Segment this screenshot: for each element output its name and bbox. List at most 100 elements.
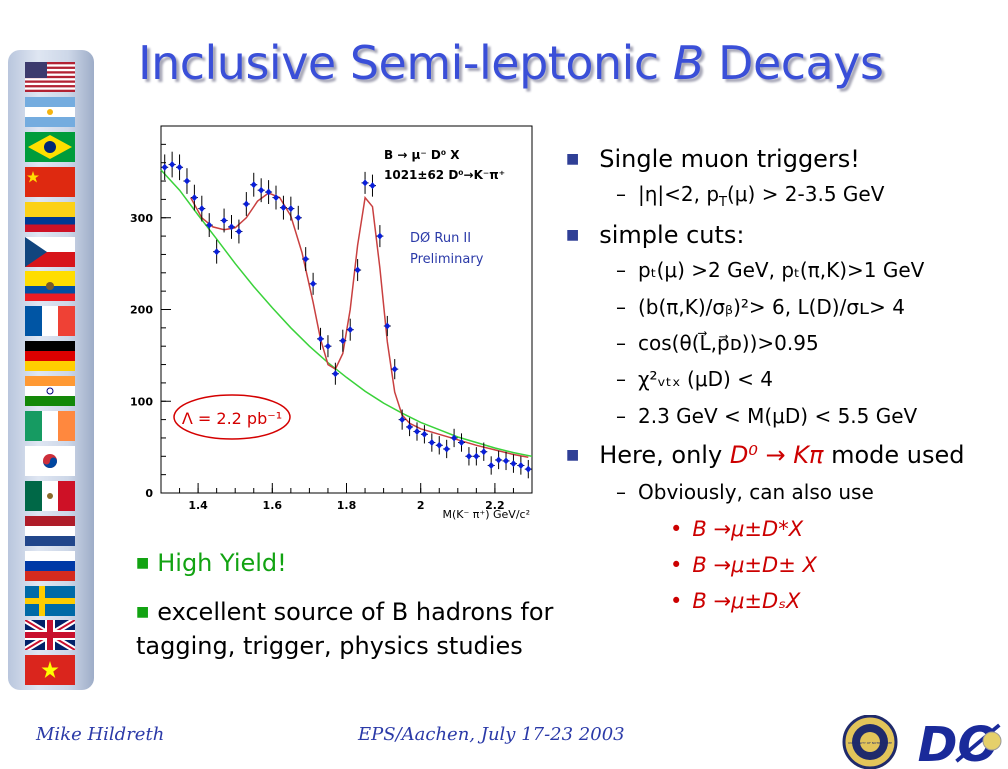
data-point [346,318,354,341]
data-point [331,362,339,385]
data-point [428,433,436,452]
ireland-flag [25,411,75,441]
plot-annotation-yield: 1021±62 D⁰→K⁻π⁺ [384,168,505,182]
plot-annotation-run-1: DØ Run II [410,231,471,246]
x-tick-label: 2.2 [485,499,505,512]
title-main: Inclusive Semi-leptonic [138,36,673,90]
data-point [302,247,310,271]
data-point [161,154,169,181]
data-point [443,439,451,459]
data-point [324,335,332,358]
mode-ds: • B →μ±DₛX [670,589,800,613]
data-point [279,195,287,220]
data-point [339,329,347,352]
bullet-simple-cuts: ■ simple cuts: [566,221,745,249]
bullet-dot-icon: • [670,517,683,541]
data-point [368,174,376,197]
data-point [398,409,406,430]
vietnam-flag [25,655,75,686]
data-point [458,433,466,452]
data-point [220,208,228,233]
data-point [265,180,273,204]
bullet-simple-cuts-text: simple cuts: [599,221,745,249]
data-point [317,327,325,350]
data-point [383,315,391,337]
data-point [391,359,399,380]
plot-annotation-run-2: Preliminary [410,252,484,267]
bullet-single-muon-text: Single muon triggers! [599,145,860,173]
background-fit-curve [160,169,533,458]
x-tick-label: 1.4 [188,499,208,512]
data-point [495,450,503,470]
bullet-square-icon: ■ [566,151,580,167]
colombia-flag [25,201,75,232]
plot-fits [160,169,533,458]
data-point [198,195,206,222]
bullet-mode-decay: D⁰ → Kπ [729,441,824,469]
korea-flag [25,445,75,476]
cut-cos: – cos(θ(L⃗,p⃗ᴅ))>0.95 [616,331,819,355]
sub-obviously-text: Obviously, can also use [638,480,874,504]
data-point [354,259,362,282]
data-point [361,171,369,194]
bullet-square-icon: ■ [566,447,580,463]
data-point [413,422,421,441]
ecuador-flag [25,271,75,302]
data-point [406,417,414,437]
mode-dstar-text: B →μ±D*X [692,517,804,541]
bullet-source: ■ excellent source of B hadrons for [136,598,553,626]
notre-dame-seal-icon: UNIVERSITY OF NOTRE DAME [842,715,898,769]
cut-pt: – pₜ(μ) >2 GeV, pₜ(π,K)>1 GeV [616,258,925,282]
netherlands-flag [25,515,75,546]
mexico-flag [25,480,75,511]
data-point [242,192,250,216]
sub-obviously: – Obviously, can also use [616,480,874,504]
sub-eta-pt-suffix: (μ) > 2-3.5 GeV [727,182,885,206]
bullet-source-line1: excellent source of B hadrons for [157,598,554,626]
seal-text: UNIVERSITY OF NOTRE DAME [848,741,892,745]
brazil-flag [25,131,75,162]
data-point [309,272,317,295]
data-point [227,214,235,239]
data-point [509,454,517,473]
russia-flag [25,550,75,581]
bullet-high-yield-text: High Yield! [157,549,287,577]
bullet-high-yield: ■ High Yield! [136,549,287,577]
x-tick-label: 1.8 [337,499,357,512]
czech-flag [25,236,75,267]
data-point [294,205,302,230]
d0-logo-icon: DØ [910,713,1006,769]
data-point [205,213,213,238]
plot-annotation-lumi: Λ = 2.2 pb⁻¹ [182,409,282,428]
bullet-mode: ■ Here, only D⁰ → Kπ mode used [566,441,965,469]
y-tick-label: 300 [130,212,153,225]
lumi-ellipse [173,394,291,440]
data-point [435,436,443,455]
sub-eta-pt-prefix: |η|<2, p [638,182,720,206]
argentina-flag [25,96,75,127]
bullet-mode-suffix: mode used [823,441,965,469]
data-point [257,178,265,203]
germany-flag [25,341,75,372]
bullet-mode-prefix: Here, only [599,441,730,469]
footer-event: EPS/Aachen, July 17-23 2003 [358,724,625,745]
cut-pt-text: pₜ(μ) >2 GeV, pₜ(π,K)>1 GeV [638,258,925,282]
plot-annotation-decay: B → μ⁻ D⁰ X [384,148,460,162]
usa-flag [25,62,75,92]
sub-eta-pt: – |η|<2, pT(μ) > 2-3.5 GeV [616,182,885,210]
plot-points [161,151,532,479]
bullet-dot-icon: • [670,553,683,577]
bullet-square-icon: ■ [566,227,580,243]
data-point [524,459,532,479]
data-point [176,154,184,181]
bullet-single-muon: ■ Single muon triggers! [566,145,860,173]
data-point [287,196,295,221]
cut-mass: –2.3 GeV < M(μD) < 5.5 GeV [616,404,918,428]
plot-ticks: 1.4 1.6 1.8 2 2.2 0 100 200 300 [130,125,533,512]
cut-cos-text: cos(θ(L⃗,p⃗ᴅ))>0.95 [638,331,819,355]
y-tick-label: 100 [130,395,153,408]
data-point [213,239,221,264]
cut-chi2-text: χ²ᵥₜₓ (μD) < 4 [638,367,773,391]
total-fit-curve [190,192,529,458]
